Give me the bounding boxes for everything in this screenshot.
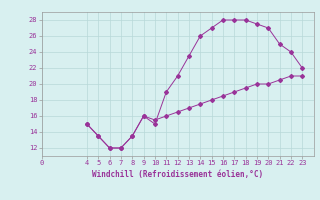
X-axis label: Windchill (Refroidissement éolien,°C): Windchill (Refroidissement éolien,°C) <box>92 170 263 179</box>
